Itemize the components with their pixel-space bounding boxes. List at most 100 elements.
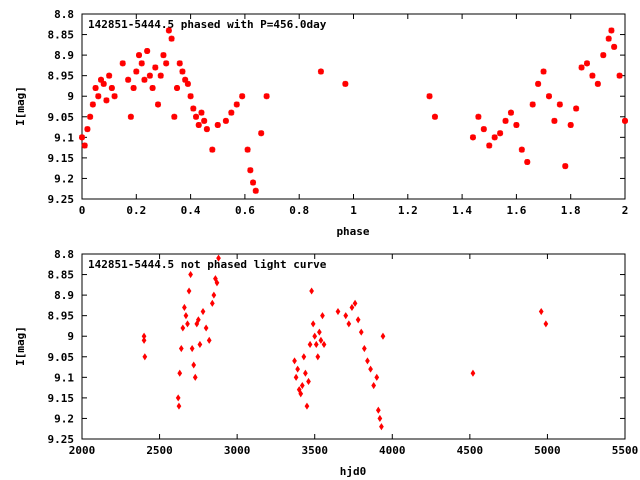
phased-y-tick-label: 9.2 xyxy=(54,172,74,185)
phased-y-tick-label: 9.1 xyxy=(54,131,74,144)
phased-data-point xyxy=(239,93,246,100)
unphased-data-point xyxy=(192,373,198,381)
unphased-data-point xyxy=(358,328,364,336)
phased-data-point xyxy=(222,117,229,124)
unphased-x-tick-label: 3000 xyxy=(224,444,251,457)
phased-data-point xyxy=(184,80,191,87)
unphased-data-point xyxy=(292,357,297,365)
unphased-data-point xyxy=(315,353,321,361)
unphased-x-tick-label: 4000 xyxy=(379,444,406,457)
phased-data-point xyxy=(513,122,520,128)
phased-data-point xyxy=(540,68,547,75)
unphased-data-point xyxy=(335,308,341,316)
unphased-chart-points xyxy=(141,254,549,431)
phased-data-point xyxy=(87,113,94,120)
unphased-data-point xyxy=(371,382,377,390)
phased-data-point xyxy=(141,76,148,83)
phased-data-point xyxy=(594,80,601,87)
phased-data-point xyxy=(84,126,91,133)
phased-data-point xyxy=(111,93,118,100)
phased-x-tick-label: 1.4 xyxy=(452,204,472,217)
phased-data-point xyxy=(195,122,202,128)
phased-data-point xyxy=(426,93,433,100)
phased-data-point xyxy=(149,85,156,91)
unphased-data-point xyxy=(176,402,182,410)
phased-data-point xyxy=(214,122,221,128)
unphased-data-point xyxy=(293,373,299,381)
phased-data-point xyxy=(589,72,596,79)
phased-data-point xyxy=(108,85,115,91)
phased-x-tick-label: 0 xyxy=(79,204,86,217)
phased-data-point xyxy=(103,97,110,104)
unphased-data-point xyxy=(374,373,380,381)
unphased-data-point xyxy=(320,312,325,320)
unphased-data-point xyxy=(470,369,476,377)
unphased-x-tick-label: 2000 xyxy=(69,444,96,457)
unphased-data-point xyxy=(185,320,190,328)
unphased-data-point xyxy=(177,369,183,377)
unphased-data-point xyxy=(216,254,221,262)
phased-data-point xyxy=(187,93,194,100)
phased-y-tick-label: 9.25 xyxy=(48,193,75,206)
unphased-data-point xyxy=(361,345,367,353)
unphased-chart-title: 142851-5444.5 not phased light curve xyxy=(88,258,327,271)
unphased-y-tick-label: 9.1 xyxy=(54,371,74,384)
unphased-x-tick-label: 5000 xyxy=(534,444,561,457)
phased-data-point xyxy=(198,109,205,116)
phased-data-point xyxy=(157,72,164,79)
unphased-data-point xyxy=(203,324,209,332)
unphased-data-point xyxy=(310,320,316,328)
phased-data-point xyxy=(155,101,162,108)
unphased-data-point xyxy=(295,365,301,373)
unphased-x-tick-label: 3500 xyxy=(301,444,328,457)
unphased-data-point xyxy=(352,299,358,307)
unphased-data-point xyxy=(200,308,206,316)
phased-data-point xyxy=(171,113,178,120)
phased-data-point xyxy=(250,179,257,186)
phased-data-point xyxy=(152,64,159,71)
phased-data-point xyxy=(600,52,607,59)
phased-data-point xyxy=(524,159,531,165)
phased-data-point xyxy=(89,101,96,108)
unphased-x-tick-label: 2500 xyxy=(146,444,173,457)
phased-data-point xyxy=(119,60,126,67)
unphased-y-tick-label: 9 xyxy=(67,330,74,343)
phased-chart-y-axis-title: I[mag] xyxy=(14,86,27,126)
phased-data-point xyxy=(144,48,151,54)
phased-chart-ticks: 0 0.2 0.4 0.6 0.8 1 1.2 1.4 1.6 1.8 2 8.8 8.85 8.9 8.9… xyxy=(48,8,629,217)
unphased-data-point xyxy=(309,287,314,295)
phased-data-point xyxy=(567,122,574,128)
phased-data-point xyxy=(562,163,569,170)
phased-data-point xyxy=(92,85,99,91)
phased-data-point xyxy=(616,72,623,79)
phased-data-point xyxy=(486,142,493,149)
unphased-data-point xyxy=(186,287,192,295)
phased-data-point xyxy=(551,117,558,124)
unphased-data-point xyxy=(188,271,193,279)
phased-data-point xyxy=(535,80,542,87)
phased-y-tick-label: 8.9 xyxy=(54,49,74,62)
phased-data-point xyxy=(583,60,590,67)
unphased-data-point xyxy=(543,320,549,328)
unphased-data-point xyxy=(298,390,304,398)
unphased-data-point xyxy=(304,402,310,410)
phased-data-point xyxy=(622,117,628,124)
phased-data-point xyxy=(125,76,132,83)
phased-y-tick-label: 8.95 xyxy=(48,70,75,83)
unphased-data-point xyxy=(321,340,327,348)
phased-data-point xyxy=(174,85,181,91)
phased-data-point xyxy=(545,93,552,100)
phased-data-point xyxy=(469,134,476,141)
phased-data-point xyxy=(168,35,175,42)
unphased-data-point xyxy=(377,414,383,422)
unphased-x-tick-label: 4500 xyxy=(457,444,484,457)
phased-data-point xyxy=(578,64,585,71)
unphased-chart-x-axis-title: hjd0 xyxy=(340,465,367,478)
unphased-y-tick-label: 8.85 xyxy=(48,269,75,282)
unphased-data-point xyxy=(206,336,212,344)
phased-data-point xyxy=(81,142,88,149)
unphased-data-point xyxy=(211,291,217,299)
unphased-data-point xyxy=(380,332,386,340)
phased-data-point xyxy=(475,113,482,120)
